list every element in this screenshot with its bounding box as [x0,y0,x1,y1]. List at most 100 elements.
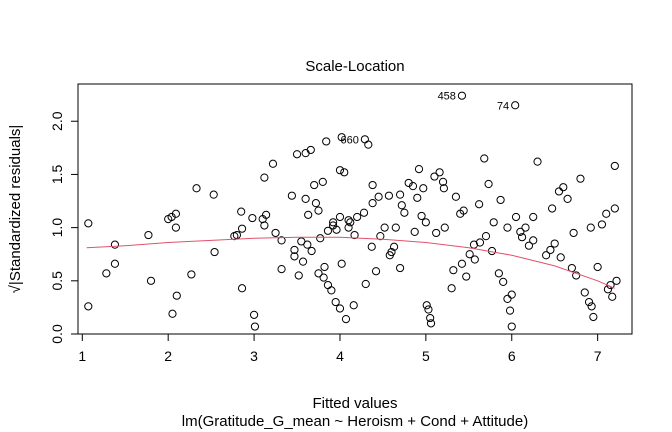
data-point [397,201,406,210]
data-point [438,177,448,186]
data-point [516,227,525,236]
data-point [511,212,521,222]
data-point [319,273,328,282]
data-point [529,236,538,245]
data-point [311,199,321,208]
data-point [475,200,484,209]
data-point [364,140,373,149]
data-point [294,271,303,280]
data-point [550,239,559,248]
data-point [507,322,516,331]
data-point [496,195,505,205]
x-tick-label: 1 [78,348,86,364]
data-point [346,218,355,227]
data-point [344,216,353,225]
data-point [349,301,358,310]
data-point [84,219,93,228]
data-point [584,297,594,307]
data-point [533,157,542,166]
data-point [419,184,428,193]
data-point [287,191,296,200]
y-axis: 0.0 0.5 1.0 1.5 2.0 [49,111,79,344]
data-point [400,208,409,217]
data-point [503,294,512,303]
data-point [168,309,177,318]
data-point [430,172,439,181]
data-point [331,297,340,307]
data-point [306,145,315,155]
data-point [602,209,611,218]
data-point [328,218,338,227]
data-point [612,276,621,285]
data-point [424,305,433,314]
data-point [451,192,461,201]
x-tick-label: 6 [508,348,516,364]
x-tick-label: 3 [250,348,258,364]
data-point [322,137,331,146]
data-point [597,220,607,229]
data-point [480,154,489,163]
data-point [556,253,565,262]
data-point [484,179,493,189]
data-point [422,301,431,310]
chart-title: Scale-Location [305,58,404,75]
data-point [368,199,377,208]
data-point [462,272,471,281]
point-label: 74 [497,100,509,112]
data-point [395,190,405,199]
data-point [337,133,346,142]
smooth-line [86,236,615,289]
data-point [529,212,538,222]
data-point [260,173,269,182]
data-point [307,246,316,256]
y-tick-label: 0.0 [49,324,65,344]
data-point [271,228,280,238]
data-point [367,242,376,251]
x-axis: 1 2 3 4 5 6 7 [78,333,602,364]
data-point [350,230,359,240]
y-tick-label: 1.0 [49,218,65,238]
data-point [572,271,581,280]
data-point [232,230,241,240]
y-tick-label: 2.0 [49,111,65,131]
data-point [361,279,370,289]
data-point [353,212,362,222]
data-point [470,255,479,264]
data-point [376,232,385,241]
data-point [511,101,520,110]
data-point [335,166,345,175]
data-point [371,267,381,276]
data-point [391,223,400,232]
data-point [457,91,467,100]
data-point [389,242,399,251]
data-point [314,206,323,215]
data-point [249,310,259,319]
data-point [314,269,323,278]
data-point [310,180,319,190]
data-point [210,247,219,257]
data-point [380,223,389,232]
data-point [494,269,503,278]
data-point [517,233,527,242]
data-point [465,250,474,259]
data-point [187,270,196,279]
data-point [426,313,435,323]
data-point [341,315,351,324]
data-point [608,292,617,301]
data-point [323,226,333,235]
y-axis-title: √|Standardized residuals| [7,125,24,294]
data-point [209,190,218,199]
data-point [589,312,598,322]
data-point [580,288,589,297]
x-tick-label: 7 [594,348,602,364]
data-point [360,135,369,144]
data-point [290,252,299,261]
data-point [593,262,602,272]
data-point [368,180,377,190]
data-point [499,277,508,286]
data-point [84,302,93,311]
data-point [290,245,299,255]
y-tick-label: 0.5 [49,271,65,291]
data-point [262,210,271,219]
x-tick-label: 5 [422,348,430,364]
